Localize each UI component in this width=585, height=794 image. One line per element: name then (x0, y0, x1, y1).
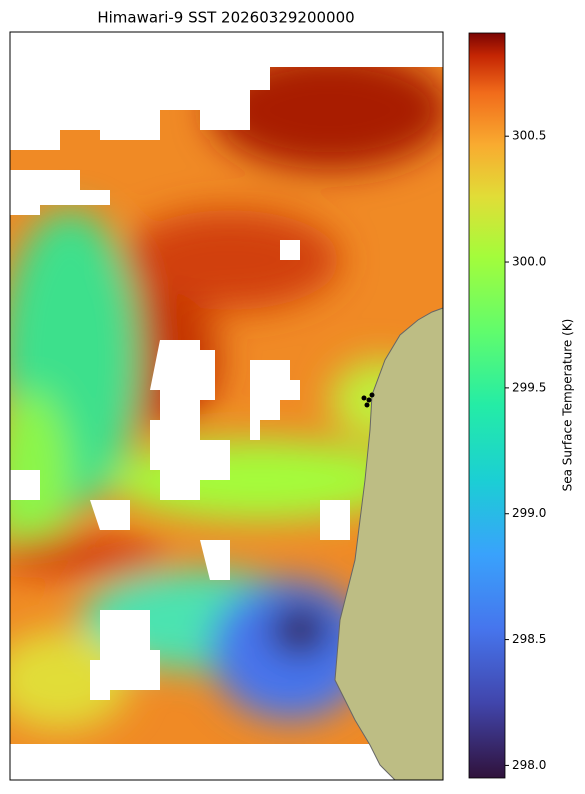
land (334, 307, 444, 781)
colorbar-tick-label: 300.0 (512, 255, 546, 269)
station-markers (361, 392, 375, 408)
colorbar-tick-label: 298.5 (512, 632, 546, 646)
colorbar-label: Sea Surface Temperature (K) (561, 319, 575, 492)
colorbar-tick-label: 300.5 (512, 129, 546, 143)
colorbar-tick-label: 298.0 (512, 758, 546, 772)
map-frame (9, 31, 444, 781)
colorbar-tick-label: 299.5 (512, 380, 546, 394)
title: Himawari-9 SST 20260329200000 (97, 9, 354, 27)
colorbar-tick-label: 299.0 (512, 506, 546, 520)
colorbar (468, 32, 506, 779)
